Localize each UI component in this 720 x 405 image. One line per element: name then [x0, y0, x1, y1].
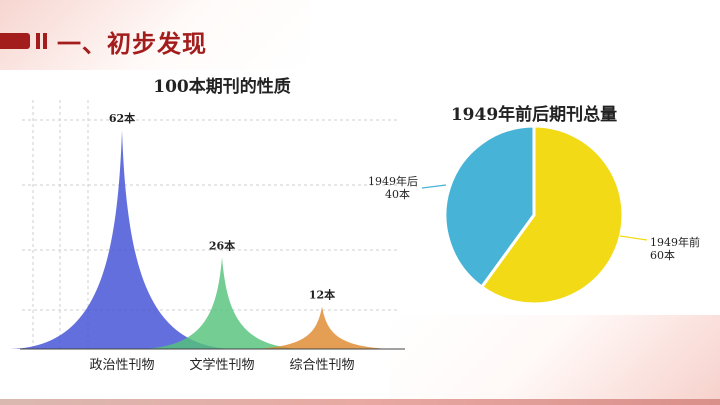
x-tick-label: 文学性刊物 — [189, 357, 254, 373]
data-labels: 62本 26本 12本 — [109, 111, 335, 301]
area-chart-title: 100本期刊的性质 — [153, 76, 291, 97]
leader-line — [421, 184, 447, 189]
pie-slice — [479, 124, 625, 306]
peak-1 — [10, 130, 234, 349]
journal-nature-chart: 100本期刊的性质 政治性刊物 文学性刊物 综合性刊物 62本 26本 12本 — [10, 76, 405, 373]
pie-slice — [443, 124, 536, 290]
x-tick-labels: 政治性刊物 文学性刊物 综合性刊物 — [89, 357, 354, 373]
data-label: 12本 — [309, 288, 335, 302]
pie-slices — [443, 124, 625, 306]
section-title: 一、初步发现 — [57, 29, 207, 58]
header-bar — [0, 33, 30, 49]
bottom-band — [0, 399, 720, 405]
chart-peaks — [10, 130, 392, 349]
pie-value: 40本 — [385, 187, 410, 201]
peak-3 — [252, 306, 392, 349]
x-tick-label: 综合性刊物 — [289, 358, 354, 373]
data-label: 62本 — [109, 111, 135, 125]
pie-chart-title: 1949年前后期刊总量 — [451, 104, 617, 125]
data-label: 26本 — [209, 238, 235, 252]
pie-value: 60本 — [650, 248, 675, 262]
decoration-bottom-right — [390, 315, 720, 405]
x-tick-label: 政治性刊物 — [89, 358, 154, 373]
decoration-top-left — [0, 0, 310, 70]
chart-grid — [22, 100, 400, 349]
pie-label: 1949年前 — [650, 235, 700, 249]
peak-2 — [140, 257, 304, 349]
leader-line — [619, 235, 648, 241]
header-pipes — [36, 33, 47, 49]
pie-label: 1949年后 — [368, 174, 418, 188]
section-header: 一、初步发现 — [0, 24, 207, 58]
